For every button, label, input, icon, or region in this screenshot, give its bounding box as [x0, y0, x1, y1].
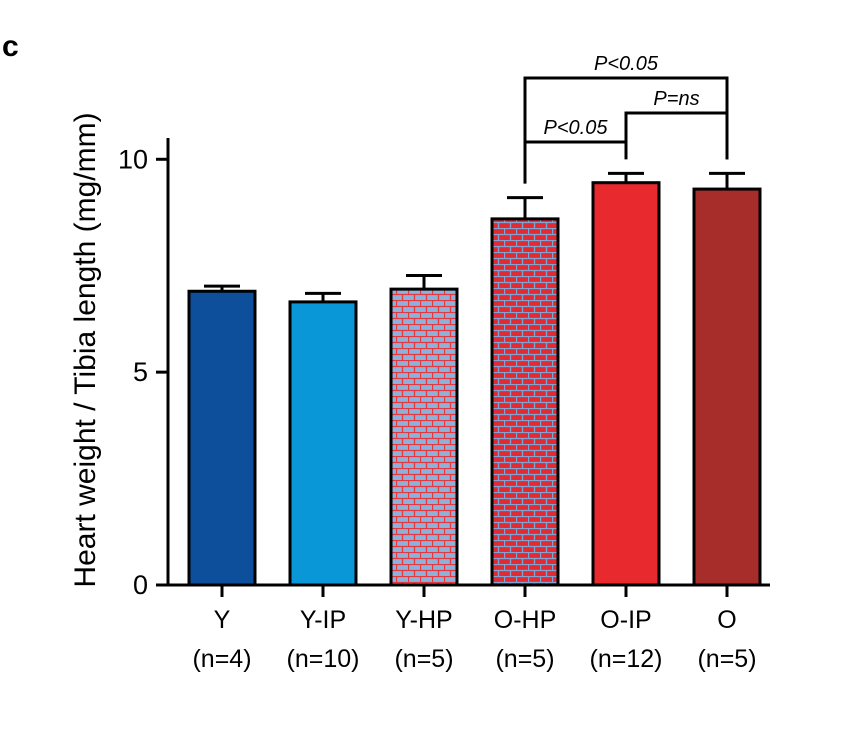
significance-bracket [624, 111, 729, 160]
y-tick-label: 0 [133, 570, 148, 600]
significance-label: P=ns [653, 88, 699, 110]
x-category-label: O-HP [494, 606, 557, 634]
x-category-label: O [717, 606, 736, 634]
x-category-label: Y [214, 606, 231, 634]
x-category-label: Y-HP [395, 606, 452, 634]
x-n-label: (n=5) [394, 645, 453, 673]
significance-label: P<0.05 [544, 117, 609, 139]
bar-o-ip [591, 181, 661, 587]
x-category-label: O-IP [600, 606, 651, 634]
x-n-label: (n=4) [192, 645, 251, 673]
bar-y-ip [288, 300, 358, 587]
bar-y [187, 289, 257, 587]
bar-o-hp [490, 217, 560, 587]
bar-o [692, 187, 762, 587]
significance-label: P<0.05 [594, 53, 659, 75]
x-n-label: (n=10) [287, 645, 360, 673]
panel-label: c [2, 30, 19, 63]
bar-y-hp [389, 287, 459, 587]
x-n-label: (n=5) [495, 645, 554, 673]
y-tick-label: 5 [133, 357, 148, 387]
x-category-label: Y-IP [300, 606, 346, 634]
x-n-label: (n=5) [697, 645, 756, 673]
y-tick-label: 10 [118, 144, 148, 174]
plot-area: 0 5 10 Y (n=4) Y-IP (n=10) Y-HP (n=5) O-HP (n=5) O-… [118, 53, 770, 673]
significance-bracket [523, 140, 628, 184]
x-n-label: (n=12) [590, 645, 663, 673]
y-axis-title: Heart weight / Tibia length (mg/mm) [69, 112, 102, 587]
